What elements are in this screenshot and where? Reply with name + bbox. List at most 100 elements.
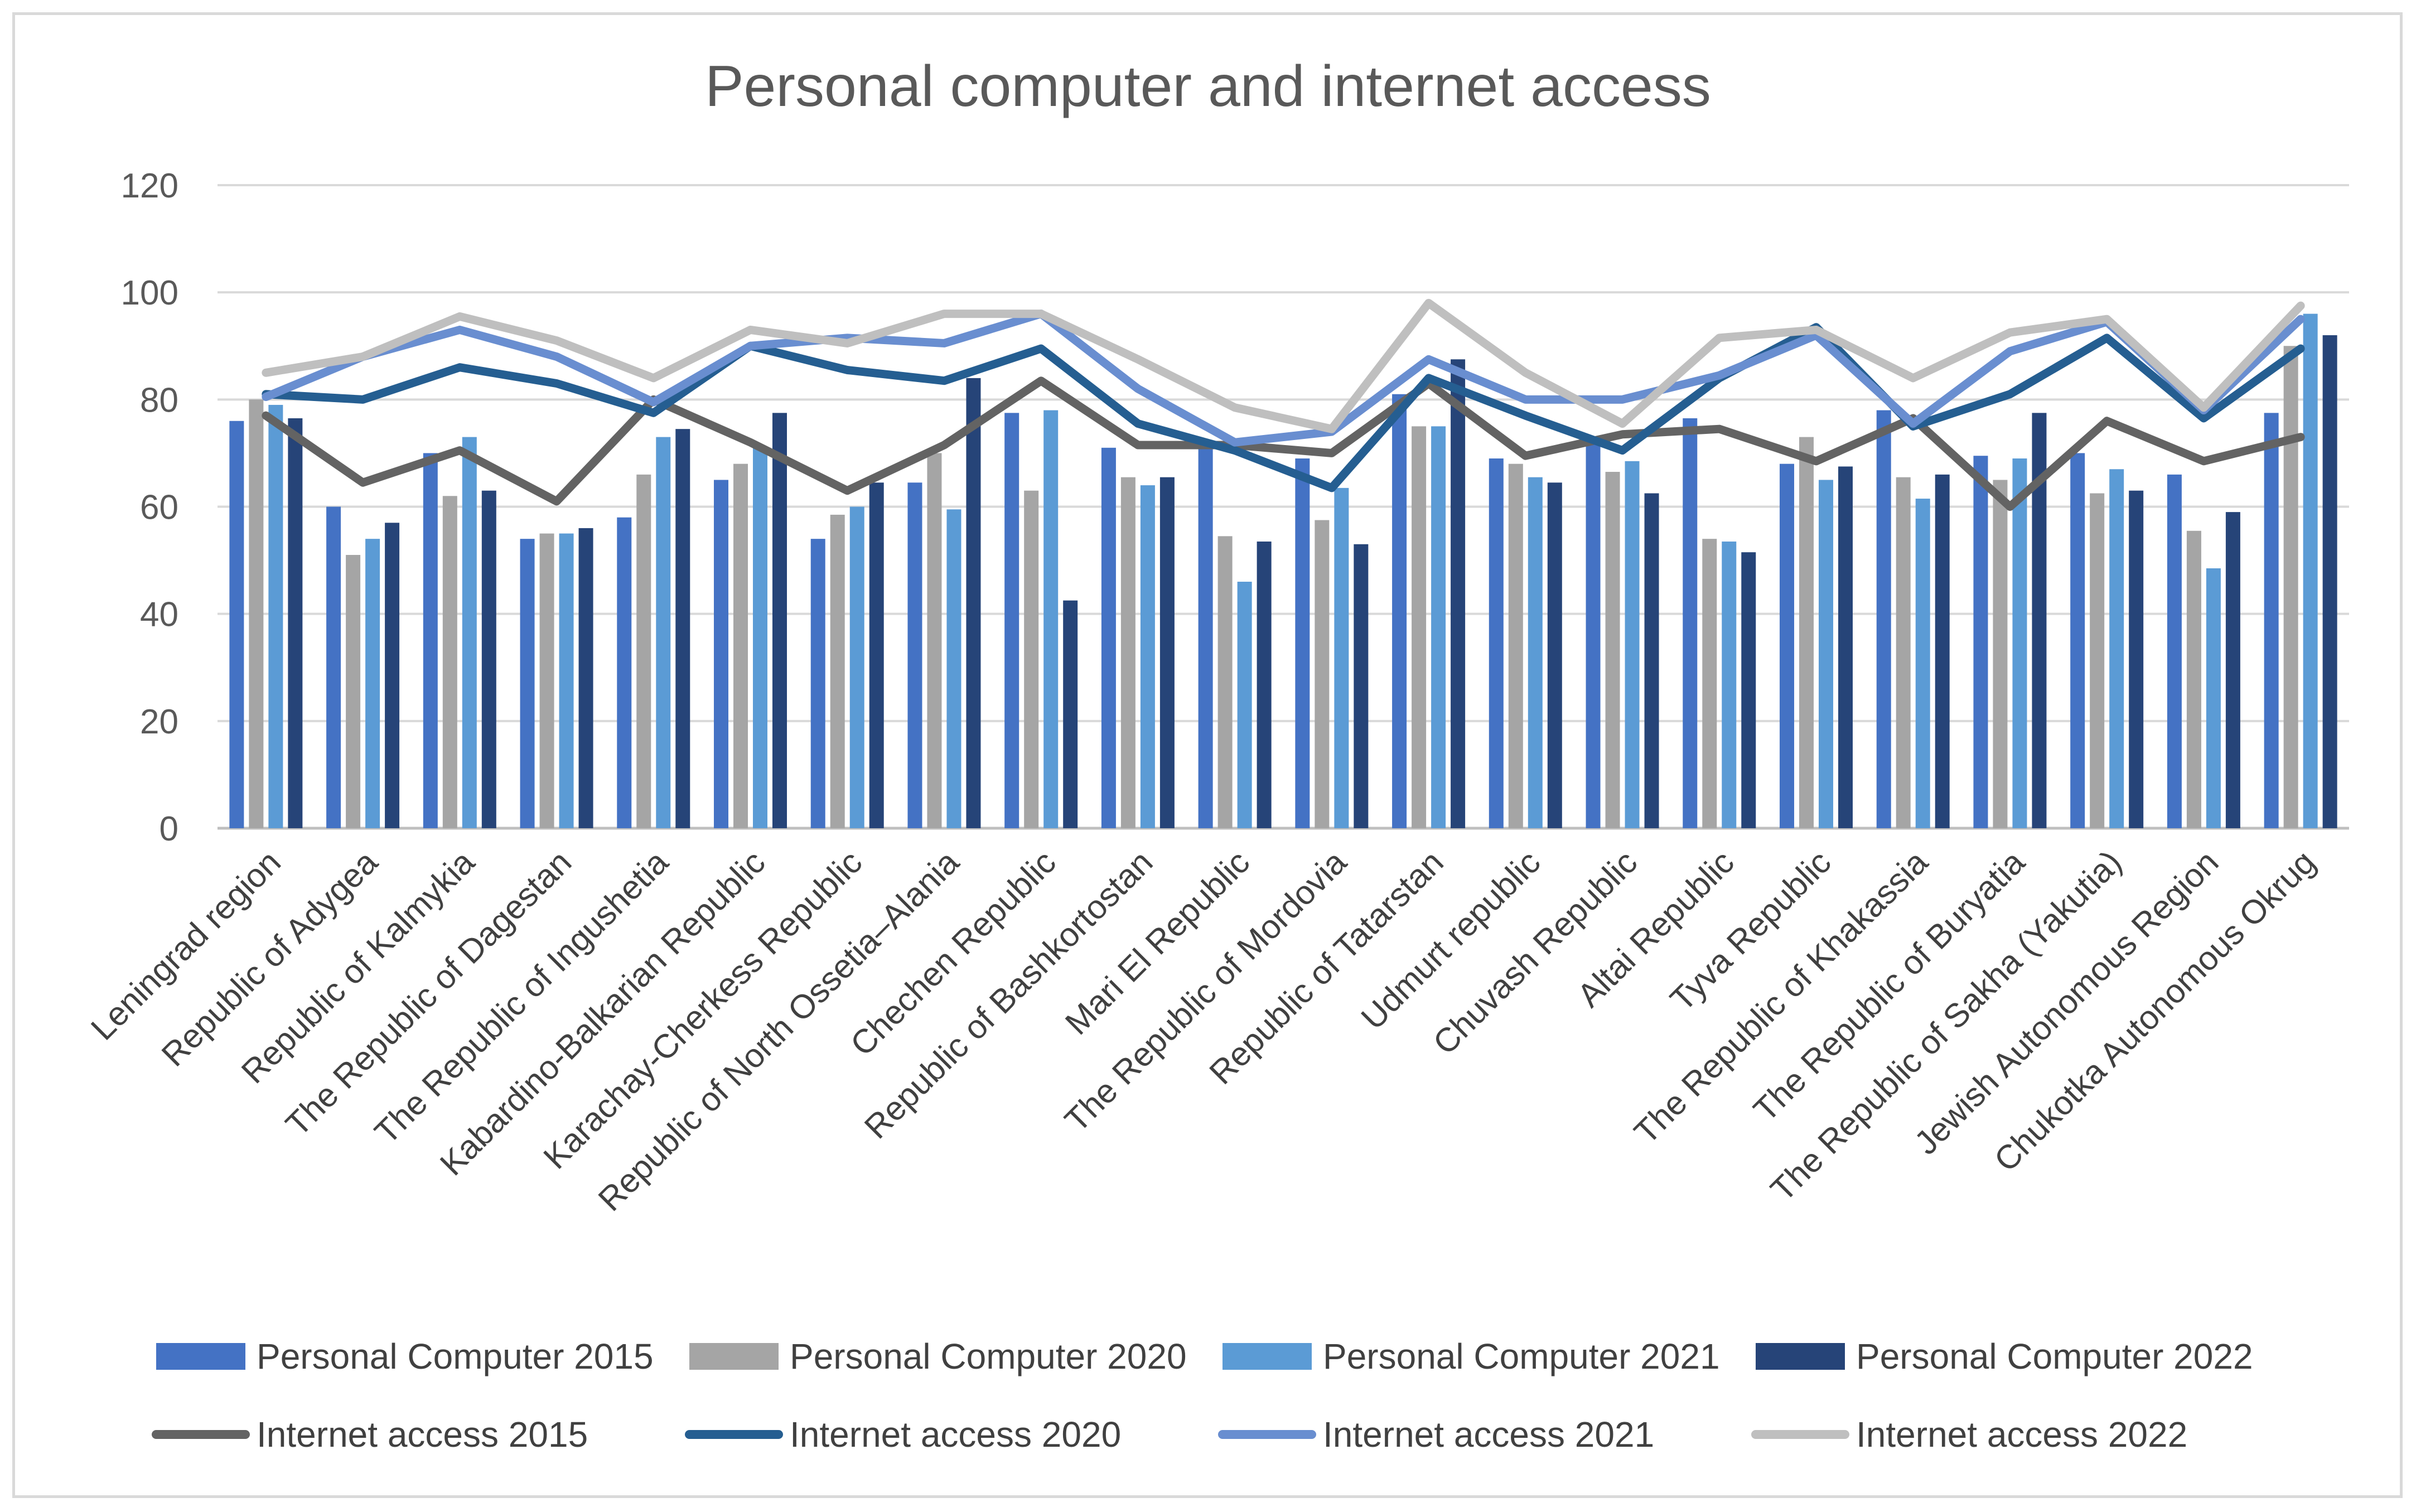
bar-personal-computer-2015-republic-of-bashkortostan bbox=[1101, 447, 1116, 828]
legend-label-personal-computer-2021: Personal Computer 2021 bbox=[1323, 1336, 1720, 1376]
bar-personal-computer-2021-republic-of-tatarstan bbox=[1431, 426, 1446, 828]
bar-personal-computer-2021-the-republic-of-buryatia bbox=[2012, 458, 2027, 828]
bar-personal-computer-2020-altai-republic bbox=[1702, 539, 1717, 828]
bar-personal-computer-2021-republic-of-north-ossetia-alania bbox=[946, 509, 961, 828]
bar-personal-computer-2015-the-republic-of-khakassia bbox=[1876, 410, 1891, 828]
bar-personal-computer-2020-republic-of-adygea bbox=[346, 554, 361, 828]
bar-personal-computer-2022-the-republic-of-ingushetia bbox=[675, 429, 690, 828]
bar-personal-computer-2021-the-republic-of-khakassia bbox=[1915, 499, 1930, 828]
line-internet-access-2021 bbox=[262, 310, 2305, 447]
legend-swatch-personal-computer-2015 bbox=[156, 1343, 245, 1370]
bar-personal-computer-2022-the-republic-of-khakassia bbox=[1935, 474, 1950, 828]
bar-personal-computer-2015-republic-of-north-ossetia-alania bbox=[907, 482, 922, 828]
bar-personal-computer-2022-chukotka-autonomous-okrug bbox=[2322, 335, 2337, 828]
bar-personal-computer-2015-udmurt-republic bbox=[1489, 458, 1504, 828]
bar-personal-computer-2021-leningrad-region bbox=[268, 404, 283, 828]
bar-personal-computer-2020-chechen-republic bbox=[1024, 490, 1039, 828]
bar-personal-computer-2022-chuvash-republic bbox=[1644, 493, 1659, 828]
bar-personal-computer-2015-leningrad-region bbox=[229, 421, 244, 828]
bar-personal-computer-2015-republic-of-tatarstan bbox=[1392, 394, 1407, 828]
legend-label-internet-access-2021: Internet access 2021 bbox=[1323, 1414, 1654, 1455]
bar-personal-computer-2015-altai-republic bbox=[1683, 418, 1698, 828]
bar-personal-computer-2020-mari-el-republic bbox=[1217, 536, 1233, 828]
bar-personal-computer-2021-the-republic-of-dagestan bbox=[559, 533, 574, 828]
bar-personal-computer-2015-the-republic-of-dagestan bbox=[520, 539, 535, 828]
bar-personal-computer-2022-republic-of-adygea bbox=[385, 523, 400, 828]
x-tick-label-republic-of-north-ossetia-alania: Republic of North Ossetia–Alania bbox=[591, 843, 967, 1218]
bar-personal-computer-2021-jewish-autonomous-region bbox=[2206, 568, 2221, 828]
y-tick-label-60: 60 bbox=[140, 489, 178, 527]
bar-personal-computer-2021-chechen-republic bbox=[1043, 410, 1059, 828]
bar-personal-computer-2022-karachay-cherkess-republic bbox=[869, 482, 884, 828]
legend-label-personal-computer-2020: Personal Computer 2020 bbox=[790, 1336, 1187, 1376]
bar-personal-computer-2022-mari-el-republic bbox=[1257, 541, 1272, 828]
bar-personal-computer-2020-republic-of-kalmykia bbox=[442, 496, 457, 828]
line-internet-access-2015 bbox=[262, 376, 2305, 511]
legend-label-internet-access-2020: Internet access 2020 bbox=[790, 1414, 1121, 1455]
legend-label-internet-access-2022: Internet access 2022 bbox=[1856, 1414, 2187, 1455]
bar-personal-computer-2021-mari-el-republic bbox=[1237, 582, 1252, 828]
bar-personal-computer-2021-tyva-republic bbox=[1819, 480, 1833, 828]
x-tick-label-the-republic-of-sakha-yakutia: The Republic of Sakha (Yakutia) bbox=[1763, 843, 2129, 1209]
bar-personal-computer-2015-karachay-cherkess-republic bbox=[810, 539, 825, 828]
y-tick-label-100: 100 bbox=[121, 274, 178, 312]
bar-personal-computer-2015-tyva-republic bbox=[1780, 463, 1794, 828]
bar-personal-computer-2022-the-republic-of-mordovia bbox=[1354, 544, 1369, 828]
chart-title: Personal computer and internet access bbox=[705, 54, 1711, 119]
bar-personal-computer-2022-tyva-republic bbox=[1838, 466, 1853, 828]
bar-personal-computer-2021-the-republic-of-ingushetia bbox=[656, 437, 671, 828]
bar-personal-computer-2020-jewish-autonomous-region bbox=[2186, 530, 2201, 828]
bar-personal-computer-2020-the-republic-of-khakassia bbox=[1896, 477, 1911, 828]
bar-personal-computer-2020-karachay-cherkess-republic bbox=[830, 514, 845, 828]
bar-personal-computer-2020-republic-of-tatarstan bbox=[1412, 426, 1427, 828]
bar-personal-computer-2021-republic-of-kalmykia bbox=[462, 437, 477, 828]
bar-personal-computer-2020-the-republic-of-ingushetia bbox=[636, 474, 651, 828]
bar-personal-computer-2022-republic-of-bashkortostan bbox=[1159, 477, 1175, 828]
bar-personal-computer-2015-chuvash-republic bbox=[1586, 442, 1601, 828]
bar-personal-computer-2020-kabardino-balkarian-republic bbox=[733, 463, 748, 828]
bar-personal-computer-2020-republic-of-bashkortostan bbox=[1120, 477, 1135, 828]
bar-personal-computer-2021-republic-of-adygea bbox=[365, 539, 380, 828]
line-internet-access-2020 bbox=[262, 323, 2305, 492]
bar-personal-computer-2015-chukotka-autonomous-okrug bbox=[2264, 413, 2279, 828]
bar-personal-computer-2015-mari-el-republic bbox=[1198, 442, 1213, 828]
legend-swatch-personal-computer-2021 bbox=[1223, 1343, 1312, 1370]
bar-personal-computer-2015-the-republic-of-mordovia bbox=[1295, 458, 1310, 828]
legend-label-personal-computer-2015: Personal Computer 2015 bbox=[257, 1336, 654, 1376]
bar-personal-computer-2015-kabardino-balkarian-republic bbox=[714, 480, 728, 828]
bar-personal-computer-2020-leningrad-region bbox=[249, 399, 264, 828]
bar-personal-computer-2022-the-republic-of-sakha-yakutia bbox=[2129, 490, 2144, 828]
bar-personal-computer-2021-republic-of-bashkortostan bbox=[1140, 485, 1155, 828]
x-tick-label-mari-el-republic: Mari El Republic bbox=[1058, 843, 1257, 1042]
bar-personal-computer-2020-udmurt-republic bbox=[1508, 463, 1523, 828]
bar-personal-computer-2020-the-republic-of-mordovia bbox=[1315, 520, 1330, 828]
bar-personal-computer-2015-chechen-republic bbox=[1004, 413, 1019, 828]
bar-personal-computer-2022-udmurt-republic bbox=[1547, 482, 1562, 828]
y-tick-label-20: 20 bbox=[140, 703, 178, 741]
x-tick-label-udmurt-republic: Udmurt republic bbox=[1354, 843, 1548, 1037]
bar-personal-computer-2020-chuvash-republic bbox=[1605, 472, 1620, 828]
bar-personal-computer-2021-the-republic-of-sakha-yakutia bbox=[2109, 469, 2124, 828]
bar-personal-computer-2021-kabardino-balkarian-republic bbox=[753, 447, 767, 828]
bar-personal-computer-2020-the-republic-of-dagestan bbox=[539, 533, 554, 828]
bar-personal-computer-2022-kabardino-balkarian-republic bbox=[772, 413, 787, 828]
bar-personal-computer-2022-chechen-republic bbox=[1063, 600, 1078, 828]
bar-personal-computer-2022-the-republic-of-dagestan bbox=[578, 528, 593, 828]
y-tick-label-0: 0 bbox=[160, 810, 178, 848]
legend-swatch-personal-computer-2020 bbox=[689, 1343, 779, 1370]
bar-personal-computer-2020-republic-of-north-ossetia-alania bbox=[927, 453, 942, 828]
bar-personal-computer-2022-republic-of-tatarstan bbox=[1451, 359, 1466, 828]
legend-swatch-personal-computer-2022 bbox=[1756, 1343, 1845, 1370]
bar-personal-computer-2022-republic-of-kalmykia bbox=[481, 490, 496, 828]
bar-personal-computer-2015-jewish-autonomous-region bbox=[2167, 474, 2182, 828]
y-tick-label-40: 40 bbox=[140, 596, 178, 634]
bar-personal-computer-2021-the-republic-of-mordovia bbox=[1334, 487, 1349, 828]
bar-personal-computer-2021-udmurt-republic bbox=[1528, 477, 1543, 828]
bar-personal-computer-2022-jewish-autonomous-region bbox=[2225, 512, 2240, 828]
bar-personal-computer-2020-tyva-republic bbox=[1799, 437, 1814, 828]
y-tick-label-120: 120 bbox=[121, 167, 178, 205]
bar-personal-computer-2015-the-republic-of-sakha-yakutia bbox=[2070, 453, 2085, 828]
bar-personal-computer-2015-the-republic-of-buryatia bbox=[1973, 456, 1988, 828]
bar-personal-computer-2021-karachay-cherkess-republic bbox=[849, 506, 864, 828]
